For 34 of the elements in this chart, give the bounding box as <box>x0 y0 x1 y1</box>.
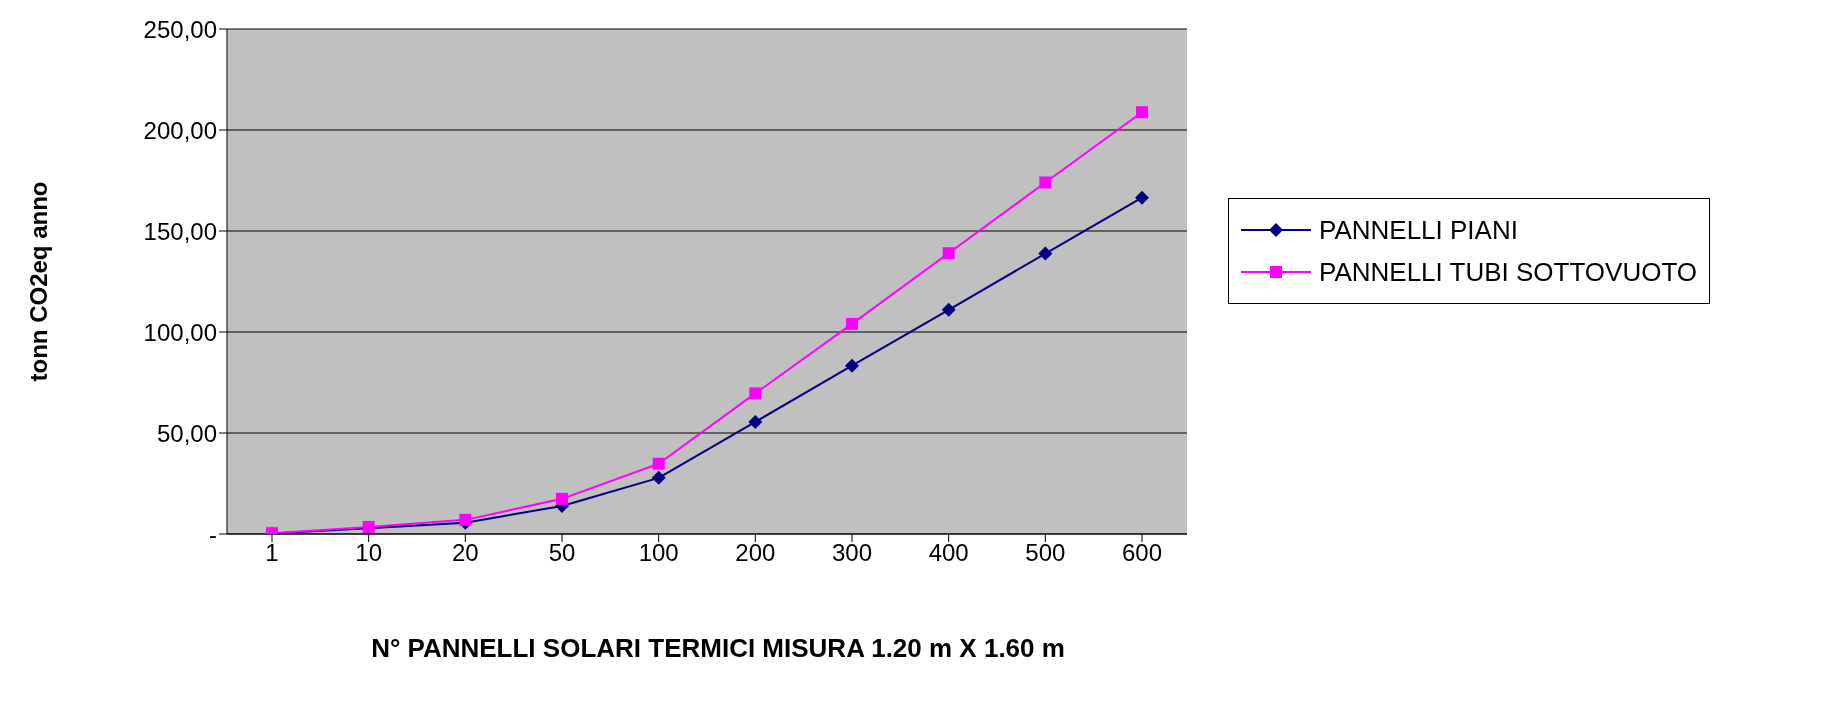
legend-label: PANNELLI PIANI <box>1319 214 1518 246</box>
legend-label: PANNELLI TUBI SOTTOVUOTO <box>1319 256 1698 288</box>
point <box>1136 106 1148 119</box>
y-tick-label: 250,00 <box>143 15 217 43</box>
x-tick-label: 100 <box>638 539 679 567</box>
x-tick-label: 200 <box>735 539 776 567</box>
point <box>1135 190 1149 205</box>
point <box>652 457 665 470</box>
point <box>749 387 762 400</box>
point <box>459 513 472 526</box>
x-tick-label: 600 <box>1121 539 1163 567</box>
y-axis-title: tonn CO2eq anno <box>24 181 52 382</box>
x-tick-label: 500 <box>1025 539 1066 567</box>
x-tick-label: 400 <box>928 539 969 567</box>
point <box>748 414 763 429</box>
x-tick-label: 20 <box>451 539 479 567</box>
y-tick-label: 50,00 <box>156 419 217 447</box>
y-tick-label: 200,00 <box>143 116 217 144</box>
x-tick-label: 50 <box>548 539 576 567</box>
x-tick-label: 300 <box>831 539 873 567</box>
y-tick-label: 150,00 <box>143 217 217 245</box>
y-tick-label: 100,00 <box>143 318 217 346</box>
point <box>1039 176 1052 189</box>
y-tick-label: - <box>209 520 217 548</box>
x-tick-label: 10 <box>355 539 383 567</box>
x-tick-label: 1 <box>265 539 279 567</box>
point <box>942 247 955 260</box>
point <box>845 358 859 373</box>
point <box>941 302 956 317</box>
point <box>1038 246 1053 261</box>
x-axis-title: N° PANNELLI SOLARI TERMICI MISURA 1.20 m X 1.60 m <box>370 632 1066 665</box>
point <box>556 492 568 505</box>
point <box>651 470 666 485</box>
point <box>846 317 858 330</box>
